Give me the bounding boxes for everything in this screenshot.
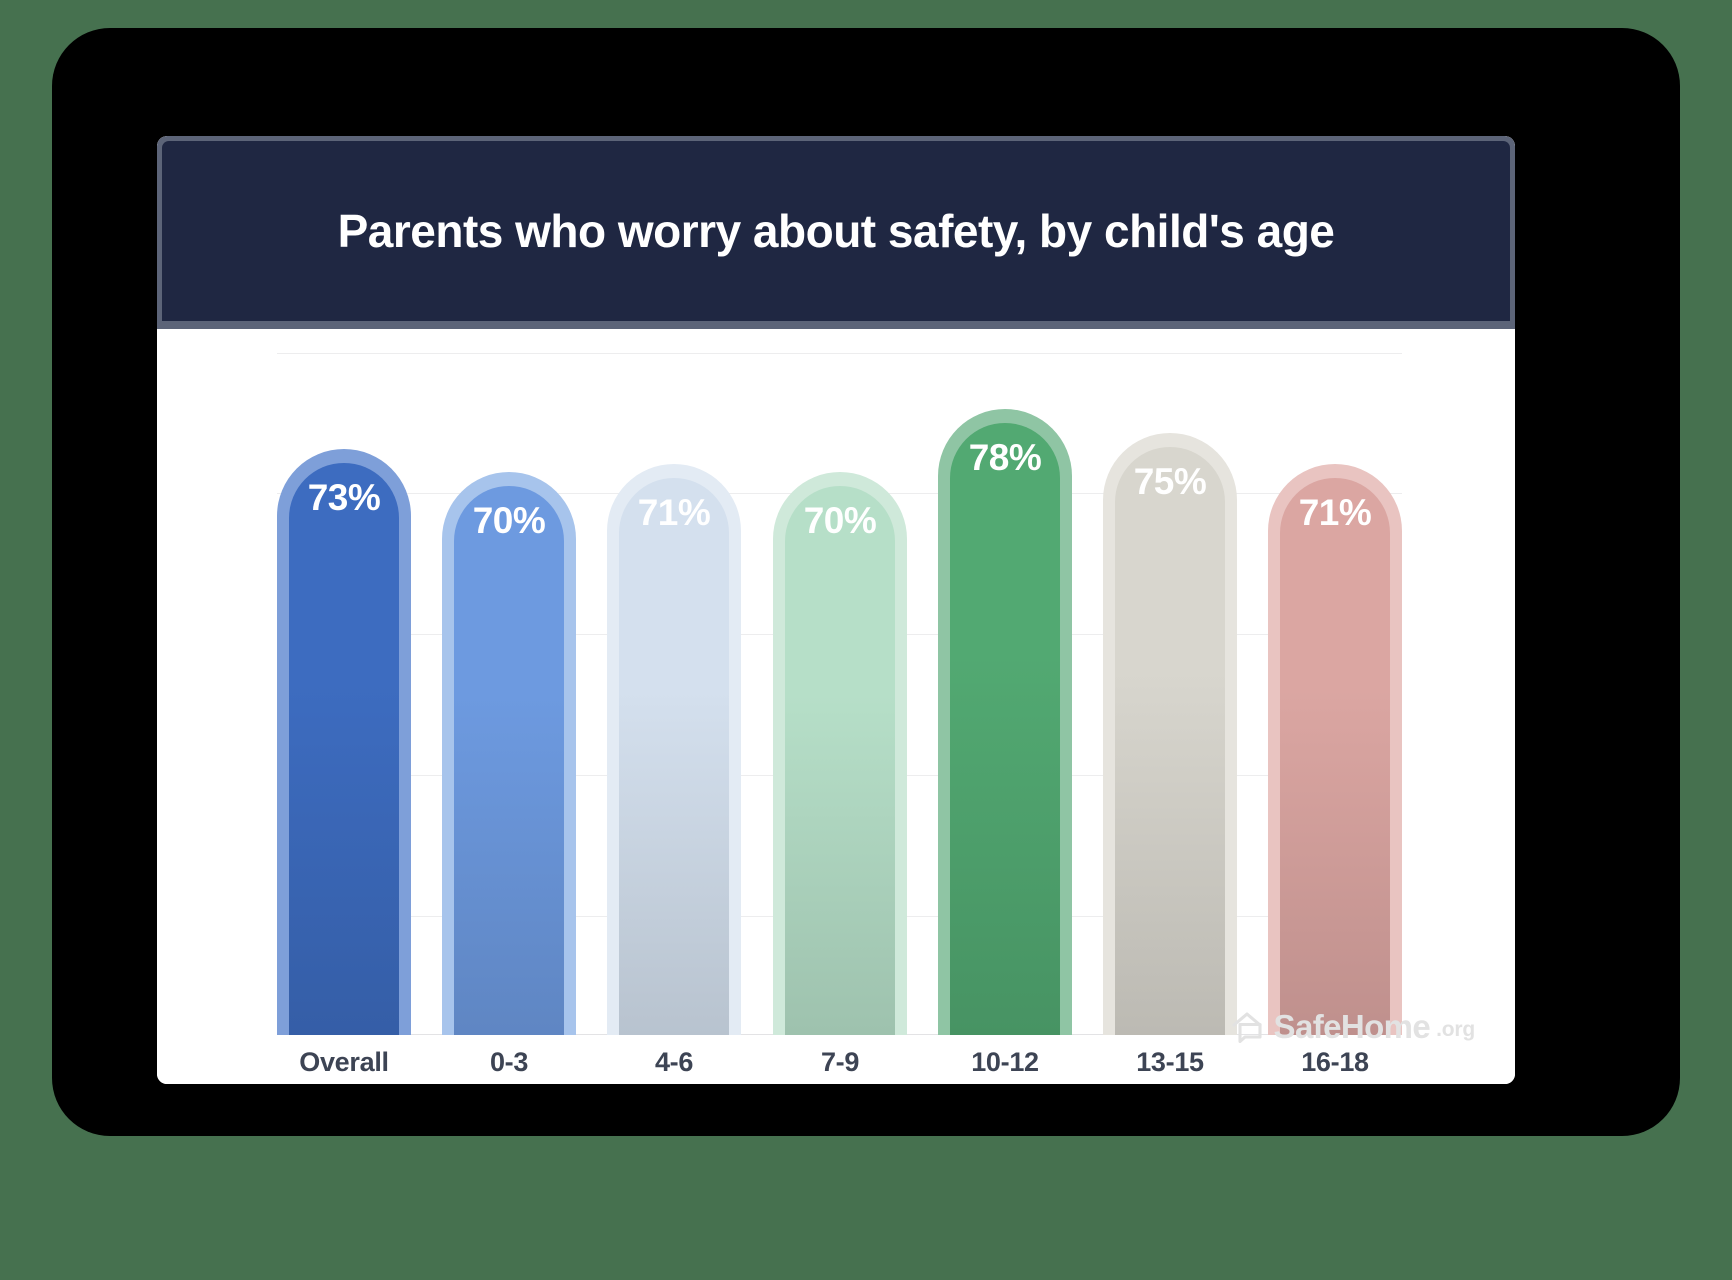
device-frame: Parents who worry about safety, by child…: [52, 28, 1680, 1136]
bar-7-9[interactable]: [785, 486, 895, 1035]
safehome-logo: SafeHome .org: [1231, 1008, 1475, 1046]
bar-value-label: 71%: [1298, 492, 1372, 533]
x-axis-label-16-18: 16-18: [1301, 1047, 1369, 1077]
chart-card: Parents who worry about safety, by child…: [157, 136, 1515, 1084]
chart-header-inner: Parents who worry about safety, by child…: [162, 141, 1510, 321]
x-axis-label-7-9: 7-9: [820, 1047, 860, 1077]
x-axis-label-0-3: 0-3: [489, 1047, 529, 1077]
bar-value-label: 70%: [803, 500, 877, 541]
bar-13-15[interactable]: [1115, 447, 1225, 1035]
x-axis-label-4-6: 4-6: [654, 1047, 694, 1077]
bar-value-label: 71%: [637, 492, 711, 533]
plot-area: 73% 70% 71% 70% 78% 75% 71% Overall 0-3 4-6 7-9 10…: [157, 329, 1515, 1084]
bar-value-label: 78%: [968, 437, 1042, 478]
logo-tld: .org: [1436, 1018, 1475, 1041]
house-icon: [1231, 1011, 1265, 1043]
x-axis-labels: Overall 0-3 4-6 7-9 10-12 13-15 16-18: [277, 1047, 1402, 1084]
bar-16-18[interactable]: [1280, 478, 1390, 1035]
bars-container: 73% 70% 71% 70% 78% 75% 71%: [277, 329, 1402, 1035]
page-title: Parents who worry about safety, by child…: [337, 204, 1335, 257]
x-axis-label-overall: Overall: [299, 1047, 389, 1077]
gridline: [277, 353, 1402, 354]
chart-header: Parents who worry about safety, by child…: [157, 136, 1515, 329]
bar-value-label: 73%: [307, 477, 381, 518]
logo-name: SafeHome: [1273, 1008, 1431, 1045]
bar-value-label: 70%: [472, 500, 546, 541]
bar-value-label: 75%: [1133, 461, 1207, 502]
x-axis-label-13-15: 13-15: [1136, 1047, 1204, 1077]
bar-10-12[interactable]: [950, 423, 1060, 1035]
bar-4-6[interactable]: [619, 478, 729, 1035]
bar-overall[interactable]: [289, 463, 399, 1035]
bar-0-3[interactable]: [454, 486, 564, 1035]
x-axis-label-10-12: 10-12: [971, 1047, 1039, 1077]
